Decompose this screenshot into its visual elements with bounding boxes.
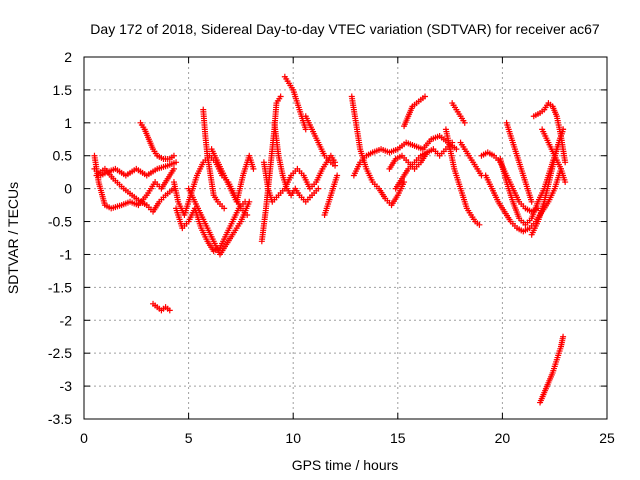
x-tick-label: 20 [495, 430, 511, 446]
series-arc-2 [91, 152, 177, 212]
x-axis-label: GPS time / hours [292, 457, 399, 473]
data-point [166, 307, 173, 314]
y-tick-label: 2 [64, 49, 72, 65]
plot-frame [83, 56, 608, 420]
series-arc-10 [208, 146, 257, 205]
x-tick-label: 0 [80, 430, 88, 446]
series-arc-5 [150, 300, 173, 314]
y-tick-label: 0.5 [53, 148, 73, 164]
data-point [334, 172, 341, 179]
data-point [277, 93, 284, 100]
y-tick-label: 1 [64, 115, 72, 131]
data-point [461, 119, 468, 126]
data-point [421, 93, 428, 100]
series-arc-21 [392, 149, 431, 192]
series-arc-14 [281, 73, 309, 133]
y-tick-label: -2.5 [48, 345, 72, 361]
y-tick-label: -1.5 [48, 279, 72, 295]
series-arc-9 [200, 106, 228, 212]
series-arc-4 [137, 119, 177, 163]
series-arc-31 [539, 126, 569, 186]
y-tick-label: -0.5 [48, 214, 72, 230]
series-arc-15 [302, 113, 339, 169]
y-tick-label: 0 [64, 181, 72, 197]
x-tick-label: 15 [390, 430, 406, 446]
x-tick-label: 5 [185, 430, 193, 446]
chart-title: Day 172 of 2018, Sidereal Day-to-day VTE… [90, 21, 600, 37]
data-points [91, 73, 569, 406]
data-point [221, 205, 228, 212]
series-arc-8 [185, 185, 253, 258]
y-axis-label: SDTVAR / TECUs [5, 182, 21, 294]
y-tick-label: -3.5 [48, 411, 72, 427]
data-point [562, 179, 569, 186]
data-point [170, 165, 177, 172]
series-arc-16 [321, 172, 341, 218]
data-point [528, 198, 535, 205]
series-arc-20 [401, 93, 428, 130]
data-point [401, 179, 408, 186]
y-tick-label: 1.5 [53, 82, 73, 98]
x-tick-label: 10 [285, 430, 301, 446]
data-point [302, 126, 309, 133]
x-tick-label: 25 [599, 430, 615, 446]
data-point [332, 162, 339, 169]
series-arc-22 [442, 126, 483, 228]
data-point [246, 198, 253, 205]
series-arc-3 [93, 165, 177, 215]
data-point [315, 185, 322, 192]
data-point [250, 165, 257, 172]
data-point [424, 149, 431, 156]
ticks: -3.5-3-2.5-2-1.5-1-0.500.511.520 5 10 15 20 2… [48, 49, 615, 446]
series-arc-24 [457, 139, 485, 179]
series-arc-23 [449, 100, 468, 126]
y-tick-label: -3 [60, 378, 73, 394]
series-arc-30 [530, 100, 569, 166]
y-tick-label: -1 [60, 246, 73, 262]
data-point [476, 221, 483, 228]
series-arc-13 [271, 119, 322, 205]
data-point [453, 146, 460, 153]
series-arc-32 [537, 333, 567, 406]
series-arc-18 [350, 132, 460, 179]
data-point [562, 159, 569, 166]
y-tick-label: -2 [60, 312, 73, 328]
data-point [173, 159, 180, 166]
data-point [170, 152, 177, 159]
series-arc-7 [173, 198, 249, 255]
series-arc-28 [503, 119, 535, 205]
data-point [560, 333, 567, 340]
